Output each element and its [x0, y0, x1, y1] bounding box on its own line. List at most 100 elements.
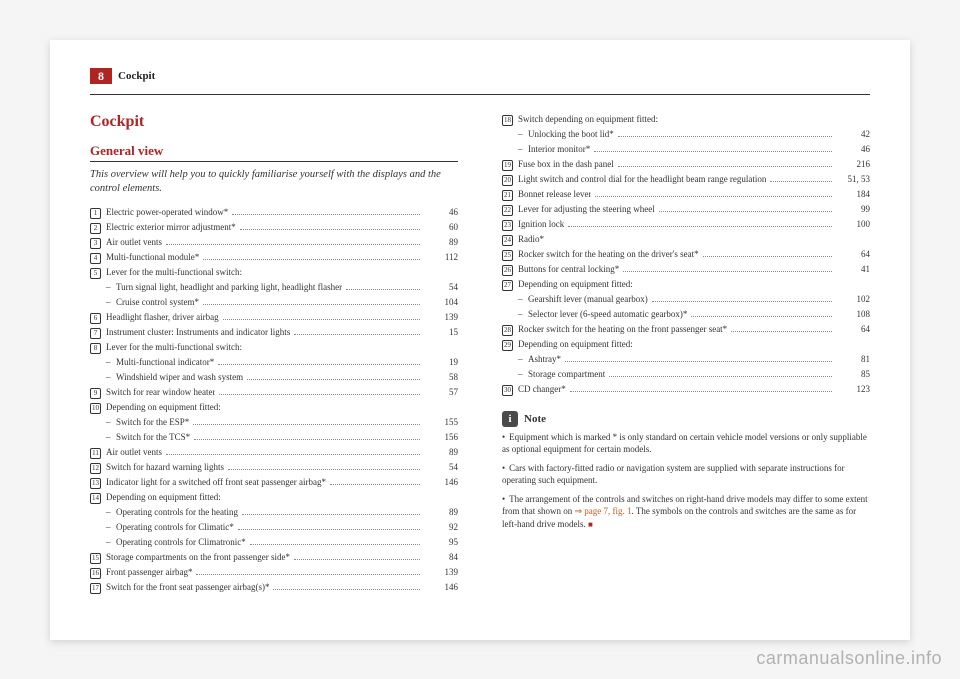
- item-label: Operating controls for the heating: [116, 506, 238, 520]
- item-label: Air outlet vents: [106, 446, 162, 460]
- page-ref: 102: [836, 293, 870, 307]
- leader-dots: [594, 151, 832, 152]
- leader-dots: [250, 544, 420, 545]
- item-label: Ashtray*: [528, 353, 561, 367]
- item-marker: 26: [502, 265, 513, 276]
- item-marker: 19: [502, 160, 513, 171]
- page-ref: 46: [424, 206, 458, 220]
- page-ref: 58: [424, 371, 458, 385]
- leader-dots: [330, 484, 420, 485]
- toc-entry: 15 Storage compartments on the front pass…: [90, 551, 458, 565]
- leader-dots: [228, 469, 420, 470]
- item-label: Lever for the multi-functional switch:: [106, 341, 242, 355]
- page-ref: 81: [836, 353, 870, 367]
- page-ref: 84: [424, 551, 458, 565]
- leader-dots: [294, 559, 420, 560]
- right-column: 18Switch depending on equipment fitted:–…: [502, 113, 870, 596]
- page-ref: 42: [836, 128, 870, 142]
- item-label: Operating controls for Climatic*: [116, 521, 234, 535]
- item-marker: 12: [90, 463, 101, 474]
- leader-dots: [223, 319, 420, 320]
- toc-entry: 5Lever for the multi-functional switch:: [90, 266, 458, 280]
- item-marker: 11: [90, 448, 101, 459]
- leader-dots: [203, 259, 420, 260]
- leader-dots: [731, 331, 832, 332]
- item-marker: 15: [90, 553, 101, 564]
- page-ref: 92: [424, 521, 458, 535]
- toc-entry: 17Switch for the front seat passenger ai…: [90, 581, 458, 595]
- item-marker: 4: [90, 253, 101, 264]
- page-ref: 100: [836, 218, 870, 232]
- sub-dash: –: [106, 296, 116, 310]
- item-marker: 16: [90, 568, 101, 579]
- toc-subentry: –Unlocking the boot lid*42: [502, 128, 870, 142]
- item-marker: 29: [502, 340, 513, 351]
- item-label: Multi-functional indicator*: [116, 356, 214, 370]
- leader-dots: [232, 214, 420, 215]
- toc-subentry: –Multi-functional indicator*19: [90, 356, 458, 370]
- sub-dash: –: [518, 293, 528, 307]
- toc-entry: 28Rocker switch for the heating on the f…: [502, 323, 870, 337]
- toc-entry: 4 Multi-functional module* 112: [90, 251, 458, 265]
- item-label: Turn signal light, headlight and parking…: [116, 281, 342, 295]
- toc-subentry: –Selector lever (6-speed automatic gearb…: [502, 308, 870, 322]
- item-label: Switch for hazard warning lights: [106, 461, 224, 475]
- leader-dots: [595, 196, 832, 197]
- page-ref: 112: [424, 251, 458, 265]
- leader-dots: [193, 424, 420, 425]
- leader-dots: [618, 166, 832, 167]
- page-ref: 89: [424, 236, 458, 250]
- item-label: Interior monitor*: [528, 143, 590, 157]
- item-marker: 25: [502, 250, 513, 261]
- left-column: Cockpit General view This overview will …: [90, 113, 458, 596]
- intro-text: This overview will help you to quickly f…: [90, 168, 458, 196]
- toc-entry: 20Light switch and control dial for the …: [502, 173, 870, 187]
- leader-dots: [691, 316, 832, 317]
- page-ref: 64: [836, 248, 870, 262]
- leader-dots: [609, 376, 832, 377]
- sub-dash: –: [106, 371, 116, 385]
- toc-entry: 22Lever for adjusting the steering wheel…: [502, 203, 870, 217]
- page-ref: 104: [424, 296, 458, 310]
- item-marker: 24: [502, 235, 513, 246]
- toc-subentry: –Operating controls for Climatronic*95: [90, 536, 458, 550]
- page-ref: 57: [424, 386, 458, 400]
- toc-entry: 12 Switch for hazard warning lights 54: [90, 461, 458, 475]
- item-marker: 22: [502, 205, 513, 216]
- page-ref: 54: [424, 461, 458, 475]
- toc-subentry: –Ashtray*81: [502, 353, 870, 367]
- page-ref: 64: [836, 323, 870, 337]
- leader-dots: [703, 256, 832, 257]
- item-label: Headlight flasher, driver airbag: [106, 311, 219, 325]
- item-label: Multi-functional module*: [106, 251, 199, 265]
- leader-dots: [770, 181, 832, 182]
- toc-entry: 7Instrument cluster: Instruments and ind…: [90, 326, 458, 340]
- item-label: Depending on equipment fitted:: [106, 401, 221, 415]
- leader-dots: [618, 136, 832, 137]
- manual-page: 8 Cockpit Cockpit General view This over…: [50, 40, 910, 640]
- sub-dash: –: [106, 281, 116, 295]
- item-label: Storage compartments on the front passen…: [106, 551, 290, 565]
- toc-subentry: –Switch for the TCS*156: [90, 431, 458, 445]
- leader-dots: [166, 454, 420, 455]
- item-marker: 14: [90, 493, 101, 504]
- leader-dots: [659, 211, 832, 212]
- page-ref: 108: [836, 308, 870, 322]
- toc-entry: 26Buttons for central locking*41: [502, 263, 870, 277]
- toc-entry: 23Ignition lock100: [502, 218, 870, 232]
- leader-dots: [238, 529, 420, 530]
- page-header: 8 Cockpit: [90, 68, 870, 84]
- item-label: Gearshift lever (manual gearbox): [528, 293, 648, 307]
- sub-dash: –: [106, 536, 116, 550]
- sub-dash: –: [518, 128, 528, 142]
- toc-entry: 14Depending on equipment fitted:: [90, 491, 458, 505]
- page-ref: 95: [424, 536, 458, 550]
- page-ref: 139: [424, 566, 458, 580]
- page-ref: 85: [836, 368, 870, 382]
- sub-dash: –: [106, 506, 116, 520]
- page-ref: 46: [836, 143, 870, 157]
- item-marker: 5: [90, 268, 101, 279]
- item-label: Switch for the TCS*: [116, 431, 190, 445]
- leader-dots: [568, 226, 832, 227]
- page-ref: 156: [424, 431, 458, 445]
